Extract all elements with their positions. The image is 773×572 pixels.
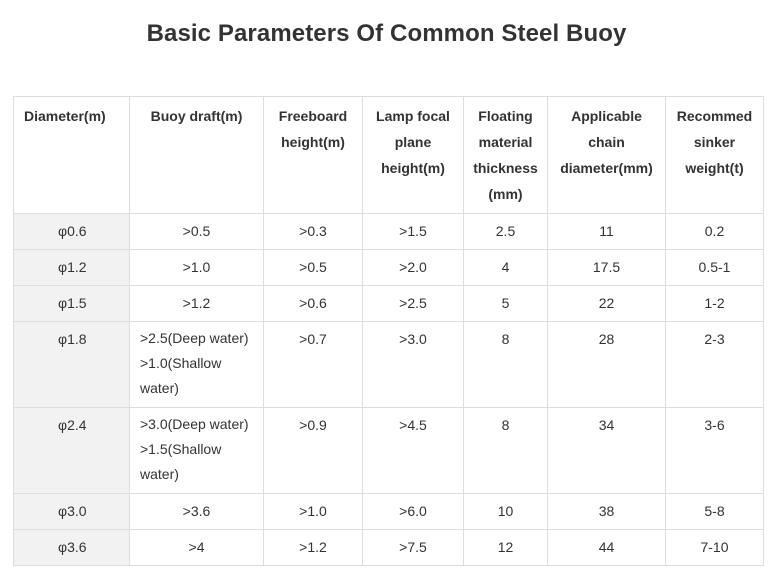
- cell-draft-line: water): [140, 380, 179, 396]
- cell-sinker: 1-2: [665, 285, 764, 322]
- cell-sinker: 3-6: [665, 407, 764, 494]
- cell-lamp: >3.0: [362, 321, 464, 408]
- header-freeboard-height: Freeboard height(m): [263, 96, 363, 214]
- cell-thickness: 10: [463, 493, 548, 530]
- cell-lamp: >4.5: [362, 407, 464, 494]
- cell-draft-line: >1.5(Shallow: [140, 441, 222, 457]
- cell-lamp: >2.0: [362, 249, 464, 286]
- cell-chain: 34: [547, 407, 666, 494]
- cell-diameter: φ0.6: [13, 213, 130, 250]
- cell-draft: >3.0(Deep water) >1.5(Shallow water): [129, 407, 264, 494]
- cell-sinker: 5-8: [665, 493, 764, 530]
- cell-chain: 28: [547, 321, 666, 408]
- header-buoy-draft: Buoy draft(m): [129, 96, 264, 214]
- cell-lamp: >2.5: [362, 285, 464, 322]
- header-lamp-focal-plane-height: Lamp focal plane height(m): [362, 96, 464, 214]
- cell-freeboard: >0.7: [263, 321, 363, 408]
- cell-thickness: 5: [463, 285, 548, 322]
- cell-freeboard: >1.0: [263, 493, 363, 530]
- page-title: Basic Parameters Of Common Steel Buoy: [146, 20, 627, 47]
- cell-draft: >4: [129, 529, 264, 566]
- cell-freeboard: >1.2: [263, 529, 363, 566]
- cell-freeboard: >0.6: [263, 285, 363, 322]
- header-applicable-chain-diameter: Applicable chain diameter(mm): [547, 96, 666, 214]
- cell-diameter: φ1.2: [13, 249, 130, 286]
- cell-thickness: 8: [463, 321, 548, 408]
- table-row: φ3.0 >3.6 >1.0 >6.0 10 38 5-8: [13, 493, 764, 530]
- table-row: φ2.4 >3.0(Deep water) >1.5(Shallow water…: [13, 407, 764, 494]
- header-diameter: Diameter(m): [13, 96, 130, 214]
- table-row: φ1.5 >1.2 >0.6 >2.5 5 22 1-2: [13, 285, 764, 322]
- cell-draft: >3.6: [129, 493, 264, 530]
- cell-thickness: 4: [463, 249, 548, 286]
- table-row: φ1.8 >2.5(Deep water) >1.0(Shallow water…: [13, 321, 764, 408]
- cell-chain: 38: [547, 493, 666, 530]
- cell-sinker: 0.5-1: [665, 249, 764, 286]
- cell-draft-line: >2.5(Deep water): [140, 330, 249, 346]
- cell-draft: >2.5(Deep water) >1.0(Shallow water): [129, 321, 264, 408]
- cell-chain: 11: [547, 213, 666, 250]
- cell-draft-line: water): [140, 466, 179, 482]
- cell-lamp: >1.5: [362, 213, 464, 250]
- cell-sinker: 7-10: [665, 529, 764, 566]
- cell-thickness: 2.5: [463, 213, 548, 250]
- parameters-table: Diameter(m) Buoy draft(m) Freeboard heig…: [13, 96, 764, 566]
- cell-chain: 17.5: [547, 249, 666, 286]
- table-row: φ1.2 >1.0 >0.5 >2.0 4 17.5 0.5-1: [13, 249, 764, 286]
- cell-draft: >1.0: [129, 249, 264, 286]
- cell-sinker: 2-3: [665, 321, 764, 408]
- cell-draft-line: >3.0(Deep water): [140, 416, 249, 432]
- cell-draft: >1.2: [129, 285, 264, 322]
- cell-freeboard: >0.5: [263, 249, 363, 286]
- cell-draft-line: >1.0(Shallow: [140, 355, 222, 371]
- cell-diameter: φ3.0: [13, 493, 130, 530]
- cell-diameter: φ1.5: [13, 285, 130, 322]
- table-row: φ0.6 >0.5 >0.3 >1.5 2.5 11 0.2: [13, 213, 764, 250]
- cell-sinker: 0.2: [665, 213, 764, 250]
- cell-diameter: φ1.8: [13, 321, 130, 408]
- cell-freeboard: >0.9: [263, 407, 363, 494]
- header-floating-material-thickness: Floating material thickness (mm): [463, 96, 548, 214]
- cell-diameter: φ3.6: [13, 529, 130, 566]
- cell-freeboard: >0.3: [263, 213, 363, 250]
- cell-chain: 44: [547, 529, 666, 566]
- cell-diameter: φ2.4: [13, 407, 130, 494]
- parameters-table-container: Diameter(m) Buoy draft(m) Freeboard heig…: [13, 96, 764, 566]
- cell-draft: >0.5: [129, 213, 264, 250]
- cell-thickness: 8: [463, 407, 548, 494]
- cell-chain: 22: [547, 285, 666, 322]
- cell-lamp: >7.5: [362, 529, 464, 566]
- cell-thickness: 12: [463, 529, 548, 566]
- table-header-row: Diameter(m) Buoy draft(m) Freeboard heig…: [13, 96, 764, 214]
- cell-lamp: >6.0: [362, 493, 464, 530]
- header-recommed-sinker-weight: Recommed sinker weight(t): [665, 96, 764, 214]
- table-row: φ3.6 >4 >1.2 >7.5 12 44 7-10: [13, 529, 764, 566]
